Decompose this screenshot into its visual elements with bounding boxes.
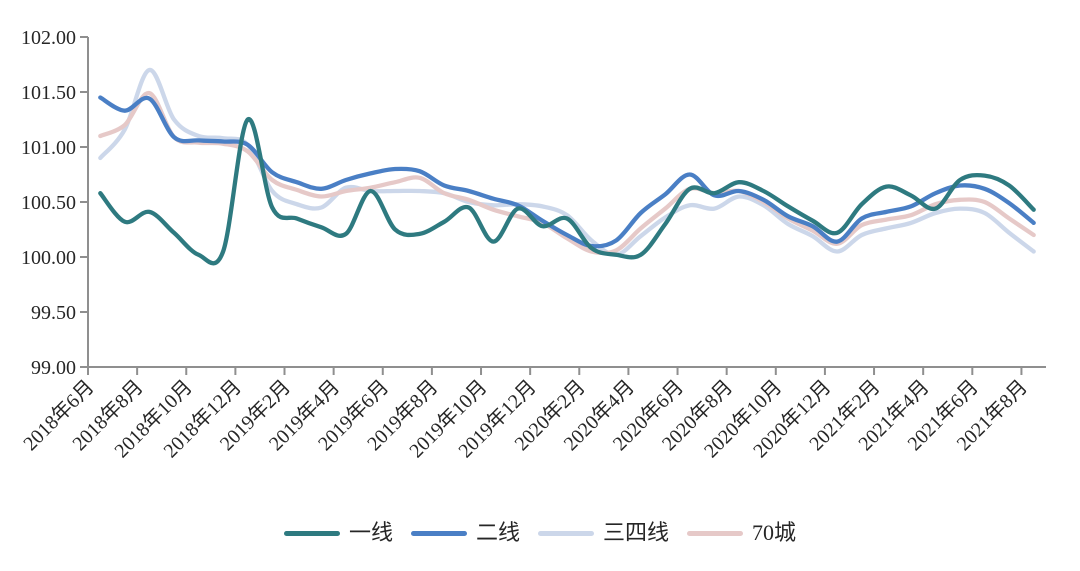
y-tick-label: 99.50	[31, 302, 76, 324]
y-tick-label: 100.50	[21, 192, 76, 214]
series-line-一线	[98, 117, 1036, 266]
series-line-70城	[98, 90, 1036, 256]
series-line-二线	[98, 95, 1036, 249]
y-tick-label: 101.00	[21, 137, 76, 159]
y-tick-label: 100.00	[21, 247, 76, 269]
y-tick-label: 101.50	[21, 82, 76, 104]
y-tick-label: 99.00	[31, 357, 76, 379]
series-line-三四线	[98, 67, 1036, 257]
y-tick-label: 102.00	[21, 27, 76, 49]
